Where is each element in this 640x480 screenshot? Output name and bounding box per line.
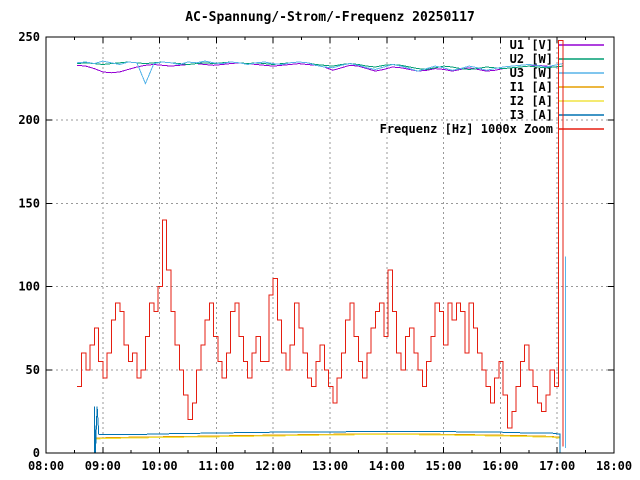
y-tick-label: 0 xyxy=(33,446,40,460)
legend-label-U1: U1 [V] xyxy=(510,38,553,52)
legend-label-I2: I2 [A] xyxy=(510,94,553,108)
x-tick-label: 14:00 xyxy=(369,459,405,473)
x-tick-label: 08:00 xyxy=(28,459,64,473)
x-tick-label: 17:00 xyxy=(539,459,575,473)
y-tick-label: 250 xyxy=(18,30,40,44)
x-tick-label: 10:00 xyxy=(142,459,178,473)
legend-label-I1: I1 [A] xyxy=(510,80,553,94)
legend-label-Frequenz: Frequenz [Hz] 1000x Zoom xyxy=(380,122,553,136)
x-tick-label: 09:00 xyxy=(85,459,121,473)
legend-label-U3: U3 [W] xyxy=(510,66,553,80)
legend-label-U2: U2 [W] xyxy=(510,52,553,66)
y-tick-label: 200 xyxy=(18,113,40,127)
x-tick-label: 13:00 xyxy=(312,459,348,473)
x-tick-label: 16:00 xyxy=(482,459,518,473)
series-Frequenz xyxy=(77,39,564,447)
series-U3 xyxy=(77,60,563,85)
chart-title: AC-Spannung/-Strom/-Frequenz 20250117 xyxy=(185,10,475,25)
x-tick-label: 18:00 xyxy=(596,459,632,473)
series-I3 xyxy=(93,406,561,454)
series-I2 xyxy=(93,434,561,453)
x-tick-label: 11:00 xyxy=(198,459,234,473)
y-tick-label: 100 xyxy=(18,280,40,294)
y-tick-label: 50 xyxy=(26,363,40,377)
series-I1 xyxy=(93,433,561,453)
legend-label-I3: I3 [A] xyxy=(510,108,553,122)
x-tick-label: 12:00 xyxy=(255,459,291,473)
y-tick-label: 150 xyxy=(18,196,40,210)
x-tick-label: 15:00 xyxy=(426,459,462,473)
